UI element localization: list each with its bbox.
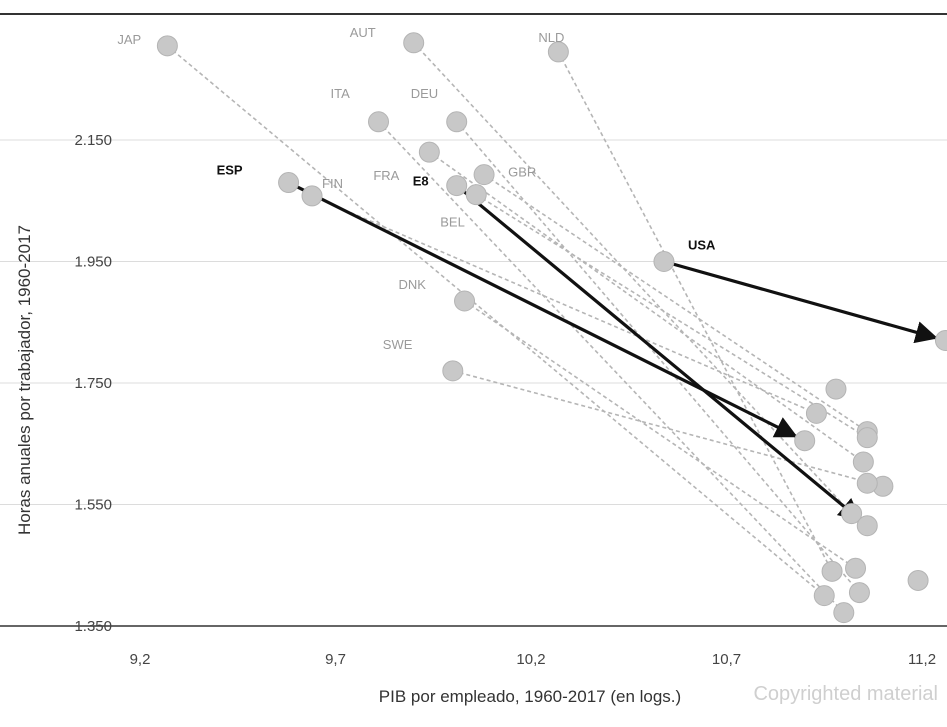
start-point-aut <box>403 32 425 54</box>
trajectory-nld <box>557 51 833 573</box>
end-point-dnk <box>845 557 867 579</box>
end-point <box>856 472 878 494</box>
trajectory-bel <box>475 193 868 439</box>
start-point-swe <box>442 360 464 382</box>
y-tick-label: 2.150 <box>74 132 112 149</box>
country-label-fra: FRA <box>373 168 399 183</box>
end-point-jap <box>813 585 835 607</box>
trajectory-fin <box>311 195 818 415</box>
country-label-gbr: GBR <box>508 165 536 180</box>
x-tick-label: 9,2 <box>130 651 151 668</box>
start-point-ita <box>368 111 390 133</box>
y-tick-label: 1.950 <box>74 254 112 271</box>
end-point-usa <box>934 329 947 351</box>
country-label-dnk: DNK <box>399 277 427 292</box>
country-label-deu: DEU <box>411 86 438 101</box>
start-point-bel <box>465 184 487 206</box>
data-points <box>156 32 947 624</box>
country-label-swe: SWE <box>383 337 413 352</box>
start-point-esp <box>278 172 300 194</box>
start-point-deu <box>446 111 468 133</box>
trajectory-arrow-e8 <box>455 184 862 521</box>
start-point-fra <box>418 141 440 163</box>
end-point-nld <box>821 560 843 582</box>
trajectory-swe <box>452 370 884 489</box>
start-point-fin <box>301 185 323 207</box>
country-label-ita: ITA <box>331 86 351 101</box>
x-tick-label: 10,7 <box>712 651 741 668</box>
x-tick-label: 9,7 <box>325 651 346 668</box>
gridlines <box>0 139 947 505</box>
y-tick-labels: 1.350 1.550 1.750 1.950 2.150 <box>74 132 112 635</box>
y-axis-title: Horas anuales por trabajador, 1960-2017 <box>15 225 34 535</box>
end-point <box>907 569 929 591</box>
trajectory-arrow-esp <box>287 181 798 438</box>
end-point-e8 <box>856 515 878 537</box>
y-tick-label: 1.550 <box>74 497 112 514</box>
start-point-usa <box>653 251 675 272</box>
country-label-bel: BEL <box>440 215 465 230</box>
country-label-jap: JAP <box>117 32 141 47</box>
grey-trajectories <box>166 42 884 614</box>
end-point <box>825 378 847 400</box>
watermark-text: Copyrighted material <box>753 683 938 705</box>
end-point-aut <box>841 503 863 525</box>
country-label-usa: USA <box>688 238 716 253</box>
end-point-bel <box>856 427 878 449</box>
x-tick-labels: 9,2 9,7 10,2 10,7 11,2 <box>130 651 936 668</box>
start-point-dnk <box>454 290 476 312</box>
start-point-e8 <box>446 175 468 197</box>
highlight-trajectories <box>287 181 938 521</box>
start-point-gbr <box>473 164 495 186</box>
trajectory-ita <box>377 121 845 614</box>
country-labels: JAP AUT NLD ITA DEU FRA GBR FIN BEL DNK SWE ESP E8 US… <box>117 25 716 352</box>
x-tick-label: 11,2 <box>908 651 936 668</box>
x-axis-title: PIB por empleado, 1960-2017 (en logs.) <box>379 687 681 706</box>
y-tick-label: 1.350 <box>74 618 112 635</box>
trajectory-arrow-usa <box>663 259 938 344</box>
trajectory-jap <box>166 45 825 597</box>
y-tick-label: 1.750 <box>74 375 112 392</box>
country-label-nld: NLD <box>538 30 564 45</box>
country-label-fin: FIN <box>322 176 343 191</box>
trajectory-fra <box>428 151 865 463</box>
end-point-ita <box>833 602 855 624</box>
trajectory-dnk <box>464 300 857 569</box>
end-point-fra <box>852 451 874 473</box>
country-label-e8: E8 <box>413 174 429 189</box>
start-point-nld <box>547 41 569 63</box>
trajectory-deu <box>456 121 861 594</box>
x-tick-label: 10,2 <box>516 651 545 668</box>
start-point-jap <box>156 35 178 57</box>
end-point-deu <box>848 582 870 604</box>
country-label-aut: AUT <box>350 25 376 40</box>
country-label-esp: ESP <box>217 163 243 178</box>
end-point-fin <box>805 402 827 424</box>
end-point-esp <box>794 430 816 452</box>
